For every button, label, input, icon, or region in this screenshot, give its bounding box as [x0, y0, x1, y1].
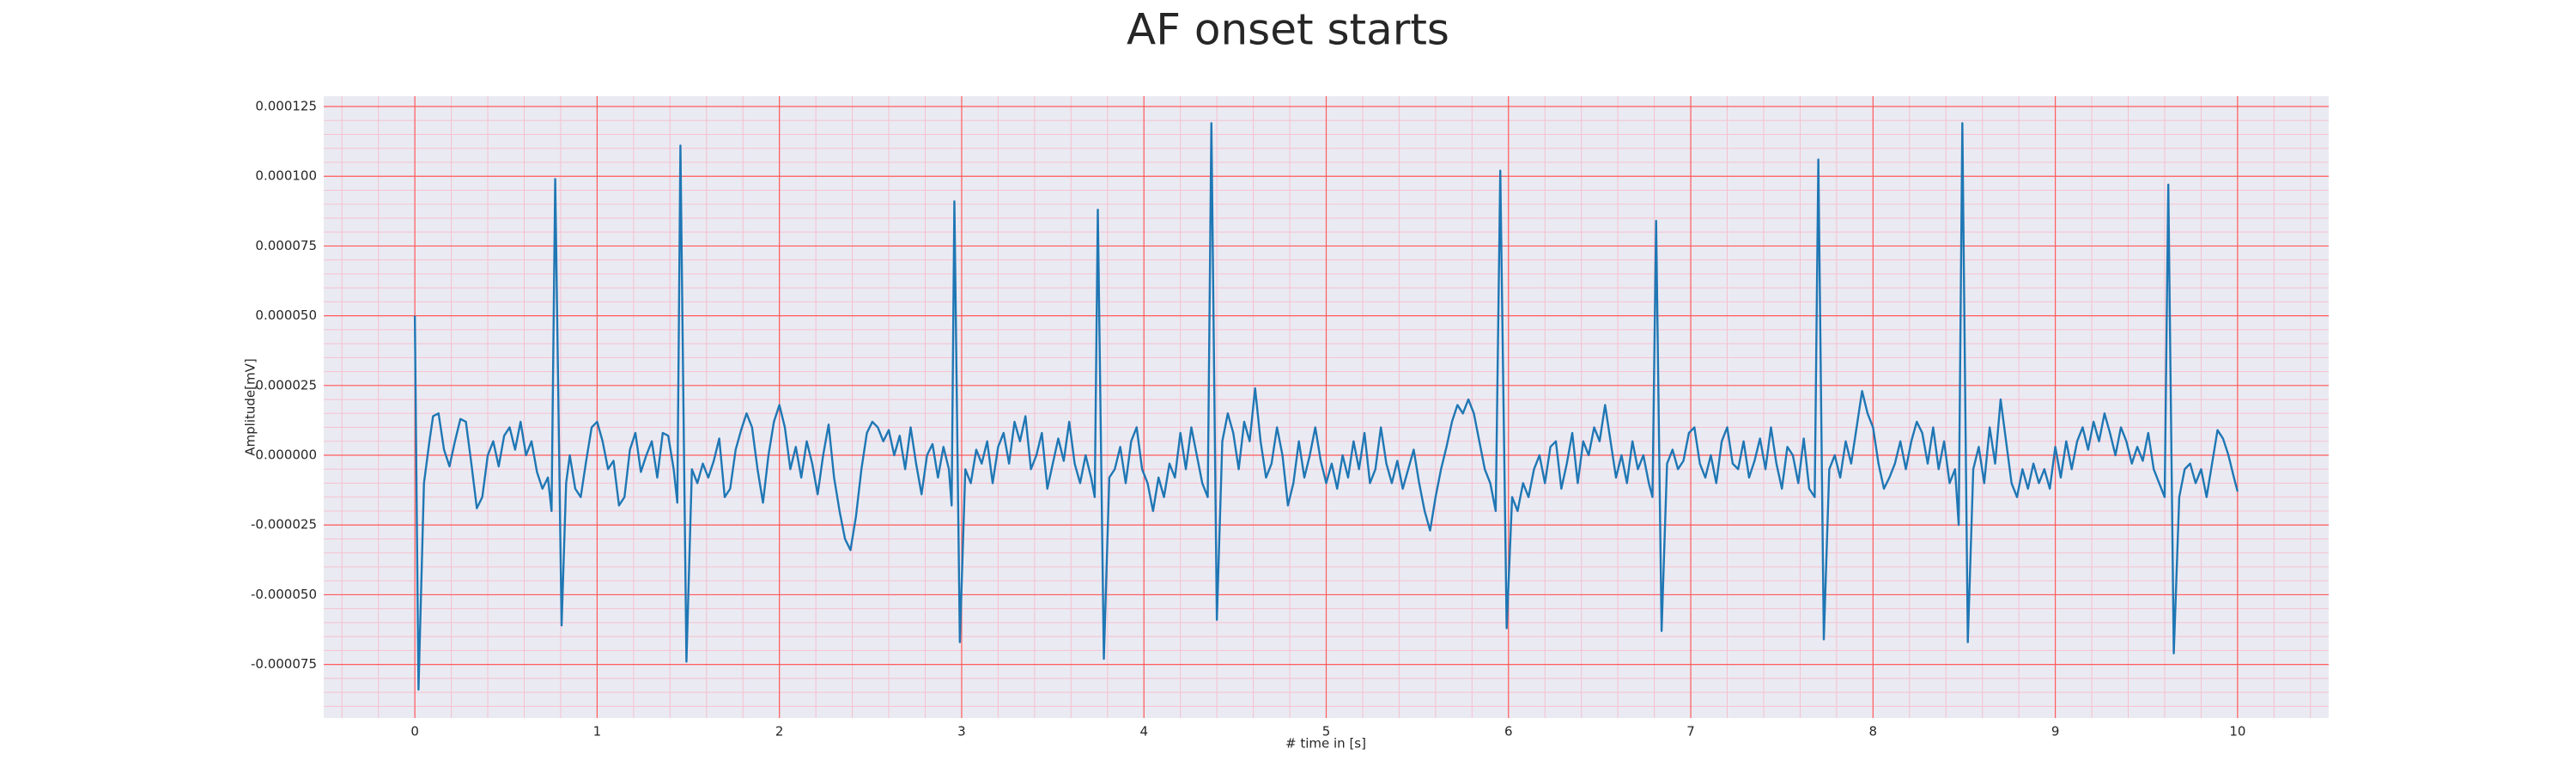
y-tick-label: 0.000050	[255, 307, 317, 323]
data-layer	[413, 122, 2239, 691]
x-tick-label: 5	[1322, 724, 1331, 740]
ecg-line	[413, 122, 2239, 691]
x-axis-label: # time in [s]	[1285, 736, 1366, 752]
x-tick-label: 8	[1869, 724, 1878, 740]
y-tick-label: -0.000025	[251, 517, 317, 533]
y-tick-label: 0.000075	[255, 238, 317, 253]
x-tick-label: 4	[1139, 724, 1148, 740]
x-tick-label: 6	[1504, 724, 1513, 740]
x-tick-label: 7	[1686, 724, 1695, 740]
y-tick-label: 0.000025	[255, 377, 317, 393]
chart-title: AF onset starts	[1127, 5, 1449, 55]
x-tick-label: 9	[2051, 724, 2060, 740]
y-tick-label: -0.000050	[251, 587, 317, 602]
x-tick-label: 0	[410, 724, 419, 740]
y-tick-label: 0.000000	[255, 447, 317, 463]
x-tick-label: 1	[593, 724, 602, 740]
x-tick-label: 10	[2229, 724, 2245, 740]
x-tick-label: 2	[775, 724, 784, 740]
y-tick-label: -0.000075	[251, 656, 317, 672]
x-tick-label: 3	[957, 724, 966, 740]
y-tick-label: 0.000125	[255, 99, 317, 114]
major-grid	[324, 96, 2329, 718]
y-tick-label: 0.000100	[255, 168, 317, 184]
y-axis-label: Amplitude[mV]	[243, 358, 258, 455]
